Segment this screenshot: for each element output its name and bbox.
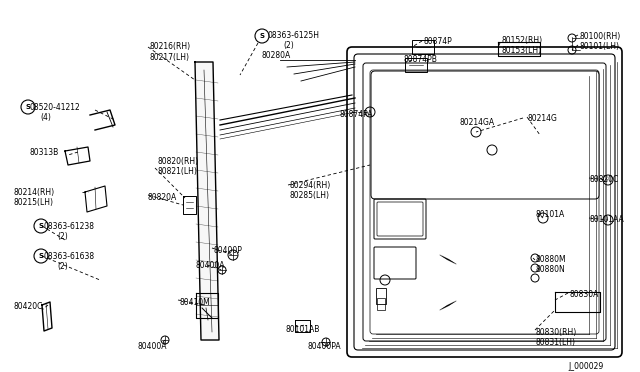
Text: J_000029: J_000029 — [568, 362, 604, 371]
Text: 80280A: 80280A — [261, 51, 291, 60]
Text: 80874PB: 80874PB — [403, 55, 437, 64]
Text: 80215(LH): 80215(LH) — [14, 198, 54, 207]
Text: 80874PA: 80874PA — [340, 110, 374, 119]
Bar — [376, 288, 386, 304]
Text: (2): (2) — [57, 232, 68, 241]
Text: 08363-6125H: 08363-6125H — [268, 31, 320, 40]
Text: 80153(LH): 80153(LH) — [502, 46, 542, 55]
Text: 80101A: 80101A — [535, 210, 564, 219]
Text: 80400PA: 80400PA — [308, 342, 342, 351]
Text: 08363-61238: 08363-61238 — [44, 222, 95, 231]
Text: 80410M: 80410M — [180, 298, 211, 307]
Text: S: S — [26, 104, 31, 110]
Text: 80214G: 80214G — [527, 114, 557, 123]
Text: 80100(RH): 80100(RH) — [580, 32, 621, 41]
Text: 80101(LH): 80101(LH) — [580, 42, 620, 51]
Text: 80101AA: 80101AA — [590, 215, 625, 224]
Text: 80420C: 80420C — [14, 302, 44, 311]
Text: 80874P: 80874P — [423, 37, 452, 46]
Text: 80880N: 80880N — [535, 265, 564, 274]
Text: 80101AB: 80101AB — [285, 325, 319, 334]
FancyBboxPatch shape — [371, 71, 599, 199]
Text: 80214GA: 80214GA — [460, 118, 495, 127]
Polygon shape — [195, 62, 219, 340]
Text: 80820A: 80820A — [148, 193, 177, 202]
Text: 08363-61638: 08363-61638 — [44, 252, 95, 261]
Text: 08520-41212: 08520-41212 — [30, 103, 81, 112]
Text: 80214(RH): 80214(RH) — [14, 188, 55, 197]
Text: 80830A: 80830A — [570, 290, 600, 299]
Text: 80820C: 80820C — [590, 175, 620, 184]
Text: 80313B: 80313B — [30, 148, 60, 157]
Text: (4): (4) — [40, 113, 51, 122]
Text: S: S — [259, 33, 264, 39]
Text: 80217(LH): 80217(LH) — [150, 53, 190, 62]
Text: S: S — [38, 253, 44, 259]
Text: 80152(RH): 80152(RH) — [502, 36, 543, 45]
Text: 80830(RH): 80830(RH) — [536, 328, 577, 337]
Text: 80400A: 80400A — [196, 261, 225, 270]
Text: 80831(LH): 80831(LH) — [536, 338, 576, 347]
Text: S: S — [38, 223, 44, 229]
Text: 80285(LH): 80285(LH) — [290, 191, 330, 200]
Bar — [412, 40, 434, 54]
Text: 80880M: 80880M — [535, 255, 566, 264]
Text: 80820(RH): 80820(RH) — [158, 157, 199, 166]
Bar — [377, 298, 385, 310]
Text: 80294(RH): 80294(RH) — [290, 181, 332, 190]
Text: 80400P: 80400P — [214, 246, 243, 255]
Text: (2): (2) — [57, 262, 68, 271]
Text: 80216(RH): 80216(RH) — [150, 42, 191, 51]
Bar — [405, 58, 427, 72]
Text: 80400A: 80400A — [138, 342, 168, 351]
Text: 80821(LH): 80821(LH) — [158, 167, 198, 176]
Text: (2): (2) — [283, 41, 294, 50]
